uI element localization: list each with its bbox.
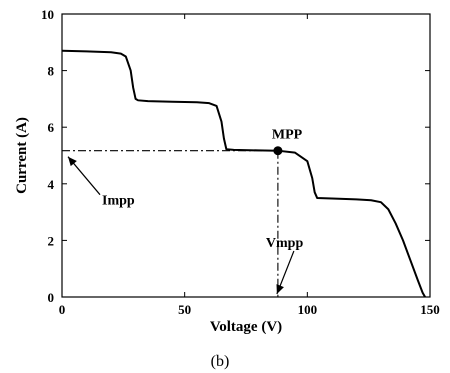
y-tick-label: 6 (48, 120, 55, 135)
x-tick-label: 100 (298, 302, 318, 317)
mpp-label: MPP (272, 128, 303, 143)
vmpp-label: Vmpp (266, 236, 304, 251)
y-tick-label: 4 (48, 177, 55, 192)
impp-label: Impp (102, 194, 135, 209)
axes (61, 13, 431, 298)
x-axis-label: Voltage (V) (210, 319, 282, 335)
y-tick-label: 8 (48, 64, 55, 79)
vmpp-arrow-head (276, 284, 284, 294)
y-tick-label: 2 (48, 233, 55, 248)
plot-frame (61, 13, 431, 298)
x-tick-label: 150 (420, 302, 440, 317)
y-tick-label: 0 (48, 290, 55, 305)
y-tick-label: 10 (41, 7, 54, 22)
iv-curve-line (61, 49, 426, 298)
y-axis-label: Current (A) (14, 117, 30, 194)
mpp-guides (62, 150, 279, 297)
series (61, 49, 426, 298)
x-tick-label: 0 (59, 302, 66, 317)
annotations: MPP Impp Vmpp (67, 128, 304, 295)
mpp-marker (273, 146, 283, 156)
ticks: 0 50 100 150 0 2 4 6 8 10 (41, 7, 440, 317)
figure-caption: (b) (211, 353, 230, 370)
x-tick-label: 50 (178, 302, 191, 317)
impp-arrow-head (68, 156, 77, 167)
